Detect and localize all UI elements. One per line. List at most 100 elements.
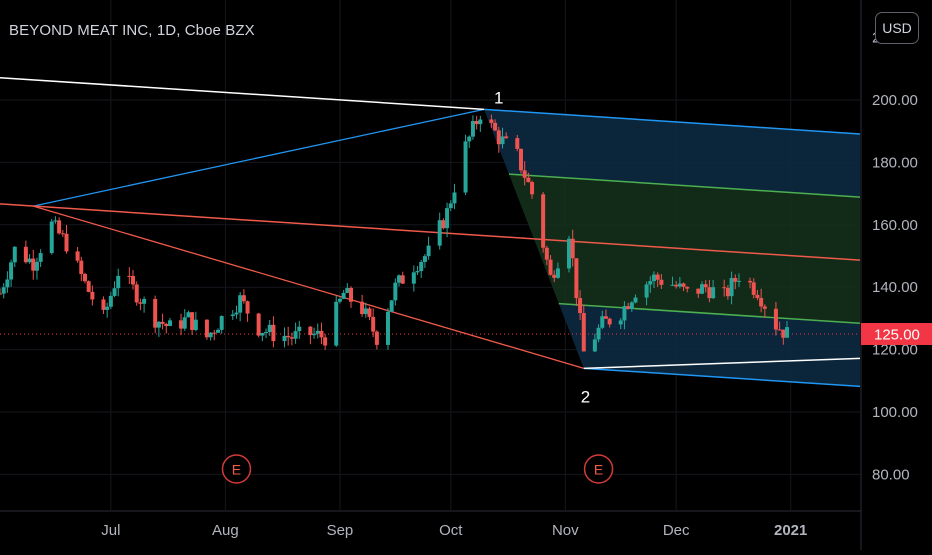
candle-body — [415, 271, 420, 273]
candle-body — [596, 327, 601, 340]
candle-body — [467, 136, 472, 142]
candle-body — [773, 308, 778, 330]
candle-body — [478, 119, 483, 125]
candle-body — [555, 268, 560, 278]
pitchfork-upper-inner-line[interactable] — [508, 173, 861, 198]
candle-body — [193, 319, 198, 330]
candle-body — [725, 287, 730, 297]
currency-button[interactable]: USD — [875, 12, 919, 44]
pitchfork-median-left[interactable] — [0, 203, 534, 240]
candle-body — [134, 284, 139, 303]
candle-body — [541, 194, 546, 248]
candle-body — [400, 275, 405, 284]
earnings-marker[interactable]: E — [221, 454, 252, 484]
candle-body — [622, 306, 627, 321]
candle-body — [670, 284, 675, 286]
pivot-label-2: 2 — [581, 387, 590, 406]
candle-body — [127, 275, 132, 277]
candle-body — [238, 295, 243, 313]
time-tick-label: 2021 — [774, 522, 807, 539]
candle-body — [397, 275, 402, 283]
candle-body — [655, 274, 660, 280]
candle-body — [0, 293, 2, 295]
trendline-lower[interactable] — [583, 357, 861, 370]
price-tick-label: 100.00 — [872, 404, 918, 421]
candle-body — [674, 284, 679, 287]
candle-body — [526, 177, 531, 183]
pitchfork-handle-upper[interactable] — [33, 108, 485, 207]
pitchfork-median-line[interactable] — [533, 238, 861, 261]
candle-body — [179, 320, 184, 329]
candle-body — [75, 251, 80, 261]
pitchfork-lower-line[interactable] — [583, 367, 861, 388]
candle-body — [105, 306, 110, 310]
candle-body — [367, 308, 372, 317]
candle-body — [371, 316, 376, 332]
price-axis[interactable] — [861, 0, 932, 550]
pitchfork-fill-upper-inner — [508, 174, 860, 261]
pitchfork-lower-inner-line[interactable] — [558, 302, 861, 325]
candle-body — [385, 311, 390, 345]
candle-body — [633, 297, 638, 303]
candle-body — [57, 220, 62, 234]
candle-body — [138, 302, 143, 304]
pitchfork-handle-lower[interactable] — [33, 205, 584, 369]
candle-body — [419, 262, 424, 272]
candle-body — [515, 138, 520, 149]
candle-body — [215, 329, 220, 333]
candle-body — [341, 292, 346, 299]
candle-body — [182, 317, 187, 329]
price-tick-label: 200.00 — [872, 92, 918, 109]
candle-body — [474, 120, 479, 125]
time-tick-label: Sep — [327, 522, 354, 539]
candle-body — [751, 282, 756, 295]
candle-body — [349, 287, 354, 302]
candle-body — [241, 295, 246, 302]
candle-body — [626, 306, 631, 309]
time-tick-label: Oct — [439, 522, 463, 539]
earnings-icon[interactable] — [583, 454, 614, 484]
candle-body — [82, 274, 87, 282]
candle-body — [659, 279, 664, 285]
candle-body — [334, 301, 339, 346]
candle-body — [463, 141, 468, 193]
candle-body — [729, 278, 734, 297]
candle-body — [34, 261, 39, 271]
candle-body — [101, 299, 106, 310]
candle-body — [267, 324, 272, 333]
candle-body — [31, 258, 36, 271]
candle-body — [648, 281, 653, 285]
candle-body — [736, 280, 741, 282]
candle-body — [437, 220, 442, 246]
candle-body — [592, 339, 597, 352]
candle-body — [156, 321, 161, 328]
candle-body — [552, 274, 557, 278]
candle-body — [360, 301, 365, 315]
pitchfork-upper-line[interactable] — [483, 108, 861, 135]
candle-body — [186, 312, 191, 318]
trendline-upper[interactable] — [0, 76, 485, 111]
candle-body — [426, 245, 431, 257]
candle-body — [60, 233, 65, 235]
candle-body — [574, 258, 579, 299]
earnings-label: E — [594, 462, 603, 478]
candle-body — [315, 330, 320, 334]
candle-body — [681, 283, 686, 287]
candle-body — [759, 297, 764, 307]
last-price-badge — [861, 323, 932, 345]
candle-body — [5, 279, 10, 288]
candle-body — [142, 298, 147, 304]
price-tick-label: 140.00 — [872, 279, 918, 296]
candle-body — [90, 291, 95, 300]
candle-body — [27, 258, 32, 263]
price-tick-label: 120.00 — [872, 342, 918, 359]
candle-body — [496, 130, 501, 145]
candle-body — [230, 314, 235, 317]
candle-body — [264, 332, 269, 334]
earnings-icon[interactable] — [221, 454, 252, 484]
candle-body — [489, 119, 494, 123]
candle-body — [748, 280, 753, 283]
earnings-marker[interactable]: E — [583, 454, 614, 484]
